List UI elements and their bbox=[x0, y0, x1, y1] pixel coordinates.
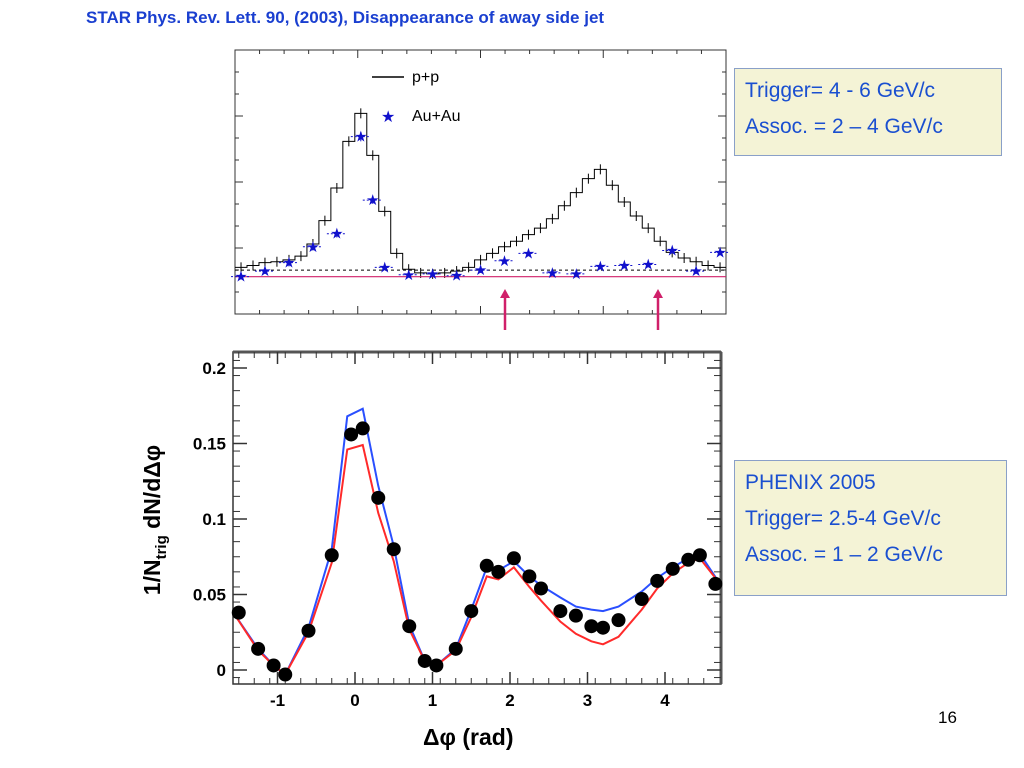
slide-title: STAR Phys. Rev. Lett. 90, (2003), Disapp… bbox=[86, 8, 605, 27]
auau-star-marker: ★ bbox=[498, 253, 511, 270]
phenix-data-point bbox=[278, 667, 293, 682]
auau-star-marker: ★ bbox=[402, 267, 415, 284]
phenix-data-point bbox=[584, 619, 599, 634]
legend-auau-label: Au+Au bbox=[412, 108, 460, 125]
x-axis-label: Δφ (rad) bbox=[423, 724, 513, 750]
star-assoc-text: Assoc. = 2 – 4 GeV/c bbox=[745, 115, 943, 138]
phenix-data-point bbox=[611, 613, 626, 628]
phenix-data-point bbox=[344, 427, 359, 442]
bottom-x-tick-label: 0 bbox=[350, 691, 359, 710]
star-correlation-chart: ★ ★ ★ ★ ★ ★ ★ ★ ★ ★ ★ ★ ★ ★ ★ ★ ★ ★ ★ ★ ★ ★ p+p ★ Au+Au bbox=[231, 49, 731, 330]
phenix-data-point bbox=[402, 619, 417, 634]
auau-star-marker: ★ bbox=[665, 243, 678, 260]
auau-star-marker: ★ bbox=[474, 262, 487, 279]
phenix-data-point bbox=[479, 558, 494, 573]
phenix-data-point bbox=[417, 653, 432, 668]
auau-star-marker: ★ bbox=[618, 257, 631, 274]
auau-star-marker: ★ bbox=[450, 268, 463, 285]
phenix-data-point bbox=[386, 542, 401, 557]
bottom-y-tick-label: 0.1 bbox=[202, 510, 226, 529]
phenix-trigger-text: Trigger= 2.5-4 GeV/c bbox=[745, 507, 941, 530]
legend-auau-star-icon: ★ bbox=[381, 109, 395, 126]
phenix-data-point bbox=[491, 564, 506, 579]
bottom-y-tick-label: 0.05 bbox=[193, 586, 226, 605]
auau-star-marker: ★ bbox=[234, 269, 247, 286]
auau-star-marker: ★ bbox=[306, 239, 319, 256]
auau-star-marker: ★ bbox=[258, 263, 271, 280]
phenix-label: PHENIX 2005 bbox=[745, 471, 876, 494]
y-axis-label: 1/Ntrig dN/dΔφ bbox=[139, 445, 170, 595]
auau-star-marker: ★ bbox=[522, 245, 535, 262]
auau-star-marker: ★ bbox=[426, 266, 439, 283]
bottom-y-tick-label: 0.15 bbox=[193, 435, 226, 454]
page-number: 16 bbox=[938, 708, 957, 727]
model-curve-red bbox=[232, 443, 721, 677]
pp-step-histogram bbox=[235, 112, 727, 275]
phenix-data-point bbox=[596, 620, 610, 635]
phenix-data-point bbox=[464, 604, 479, 619]
auau-star-marker: ★ bbox=[354, 129, 367, 146]
phenix-data-point bbox=[251, 641, 266, 656]
phenix-data-point bbox=[231, 605, 246, 620]
phenix-data-point bbox=[448, 641, 463, 656]
auau-star-marker: ★ bbox=[366, 192, 379, 209]
phenix-data-point bbox=[506, 551, 521, 566]
bottom-plot-frame bbox=[232, 351, 722, 685]
auau-star-marker: ★ bbox=[594, 258, 607, 275]
svg-text:1/Ntrig dN/dΔφ: 1/Ntrig dN/dΔφ bbox=[139, 445, 170, 595]
phenix-data-point bbox=[681, 552, 696, 567]
bottom-x-tick-label: 1 bbox=[428, 691, 437, 710]
bottom-x-tick-label: 4 bbox=[660, 691, 670, 710]
phenix-data-point bbox=[708, 576, 723, 591]
auau-star-marker: ★ bbox=[689, 263, 702, 280]
auau-star-marker: ★ bbox=[378, 259, 391, 276]
arrow-up-left bbox=[500, 289, 510, 330]
bottom-y-tick-label: 0.2 bbox=[202, 359, 226, 378]
auau-star-marker: ★ bbox=[282, 255, 295, 272]
auau-star-marker: ★ bbox=[713, 244, 726, 261]
bottom-x-tick-label: 3 bbox=[583, 691, 592, 710]
phenix-data-point bbox=[665, 561, 680, 576]
arrow-up-right bbox=[653, 289, 663, 330]
phenix-data-point bbox=[266, 658, 281, 673]
phenix-data-point bbox=[371, 490, 386, 505]
phenix-data-point bbox=[301, 623, 316, 638]
bottom-y-tick-label: 0 bbox=[217, 661, 226, 680]
auau-star-marker: ★ bbox=[642, 257, 655, 274]
auau-star-marker: ★ bbox=[570, 266, 583, 283]
bottom-x-tick-label: -1 bbox=[270, 691, 285, 710]
star-trigger-info-box: Trigger= 4 - 6 GeV/c Assoc. = 2 – 4 GeV/… bbox=[734, 68, 1002, 156]
phenix-data-point bbox=[355, 421, 370, 436]
phenix-info-box: PHENIX 2005 Trigger= 2.5-4 GeV/c Assoc. … bbox=[734, 460, 1007, 596]
phenix-data-point bbox=[553, 604, 568, 619]
auau-star-marker: ★ bbox=[330, 226, 343, 243]
auau-star-marker: ★ bbox=[546, 265, 559, 282]
phenix-data-point bbox=[568, 608, 583, 623]
star-trigger-text: Trigger= 4 - 6 GeV/c bbox=[745, 79, 936, 102]
phenix-data-point bbox=[692, 548, 707, 563]
phenix-data-point bbox=[429, 658, 444, 673]
phenix-data-point bbox=[522, 569, 537, 584]
phenix-data-point bbox=[534, 581, 548, 596]
phenix-data-point bbox=[324, 548, 339, 563]
legend-pp-label: p+p bbox=[412, 69, 439, 86]
phenix-data-point bbox=[650, 573, 665, 588]
phenix-assoc-text: Assoc. = 1 – 2 GeV/c bbox=[745, 543, 943, 566]
phenix-data-point bbox=[634, 592, 649, 607]
model-curve-blue bbox=[232, 407, 721, 677]
bottom-x-tick-label: 2 bbox=[505, 691, 514, 710]
